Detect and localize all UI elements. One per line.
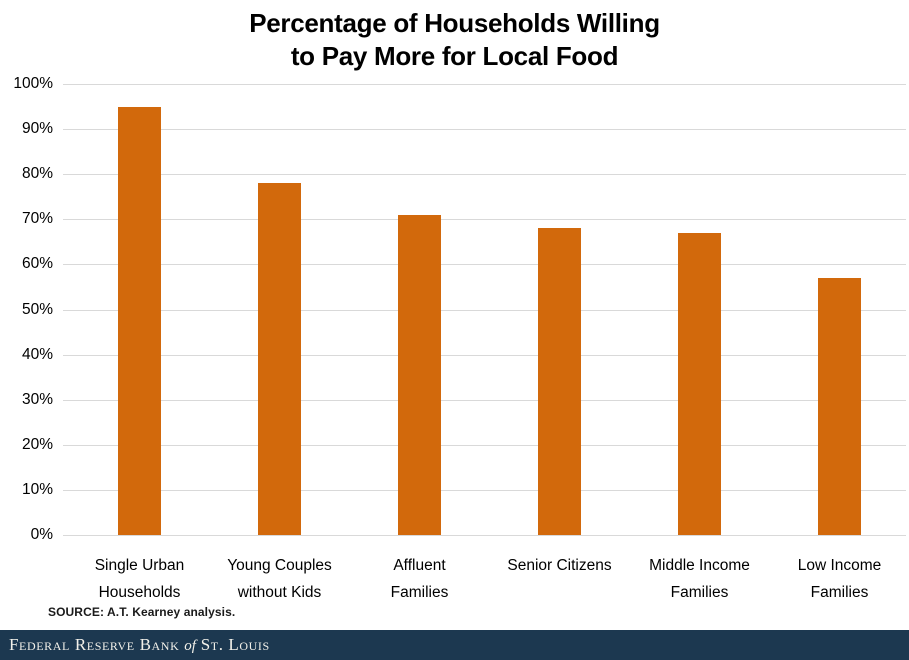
footer-logo-part1: Federal Reserve Bank [9,635,185,654]
x-category-label-line: Middle Income [649,557,750,574]
plot-area [63,84,906,536]
gridline [63,354,906,356]
gridline [63,399,906,401]
bar-6 [818,277,861,535]
bar-2 [258,183,301,535]
gridline [63,84,906,85]
y-tick-label: 10% [21,480,53,498]
chart-title-line2: to Pay More for Local Food [290,41,619,71]
federal-reserve-logo: Federal Reserve Bank of St. Louis [9,635,270,655]
x-category-label-line: Young Couples [227,557,332,574]
x-category-label-line: Affluent [393,557,446,574]
y-tick-label: 20% [21,435,53,453]
x-category-label-line: Families [390,584,449,601]
x-category-label: Senior Citizens [488,552,632,579]
gridline [63,535,906,536]
y-tick-label: 90% [21,120,53,138]
gridline [63,219,906,221]
chart-title-line1: Percentage of Households Willing [249,8,660,38]
gridline [63,129,906,131]
y-tick-label: 40% [21,345,53,363]
y-tick-label: 30% [21,390,53,408]
x-category-label-line: Senior Citizens [507,557,612,574]
footer-bar: Federal Reserve Bank of St. Louis [0,630,909,660]
y-tick-label: 70% [21,210,53,228]
x-category-label-line: Households [98,584,181,601]
y-tick-label: 80% [21,165,53,183]
gridline [63,174,906,176]
footer-logo-of: of [184,638,196,654]
y-tick-label: 50% [21,300,53,318]
y-axis: 100% 90% 80% 70% 60% 50% 40% 30% 20% 10% 0% [0,0,55,560]
source-note: SOURCE: A.T. Kearney analysis. [48,605,236,619]
y-tick-label: 0% [30,526,53,543]
gridline [63,264,906,266]
gridline [63,444,906,446]
y-tick-label: 100% [13,75,53,92]
x-category-label: Single Urban Households [68,552,212,606]
x-category-label-line: Low Income [797,557,882,574]
x-category-label: Affluent Families [348,552,492,606]
x-category-label-line: Families [670,584,729,601]
x-category-label-line: Families [810,584,869,601]
gridline [63,489,906,491]
x-category-label-line: without Kids [237,584,322,601]
x-category-label: Young Couples without Kids [208,552,352,606]
gridline [63,309,906,311]
bar-1 [118,106,161,535]
bar-4 [538,228,581,535]
x-category-label-line: Single Urban [94,557,185,574]
footer-logo-part2: St. Louis [195,635,270,654]
x-axis: Single Urban Households Young Couples witho… [0,552,909,606]
x-category-label: Low Income Families [768,552,909,606]
x-category-label: Middle Income Families [628,552,772,606]
y-tick-label: 60% [21,255,53,273]
chart-title: Percentage of Households Willing to Pay … [0,7,909,73]
bar-5 [678,232,721,535]
bar-3 [398,214,441,535]
